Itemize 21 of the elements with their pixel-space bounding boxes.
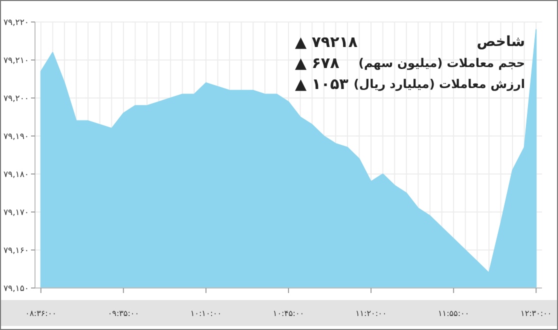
- x-tick-label: ۱۰:۱۰:۰۰: [190, 309, 222, 318]
- annotation: ▲ ۶۷۸: [295, 54, 340, 72]
- y-tick-label: ۷۹,۱۶۰: [3, 246, 29, 256]
- annotation: شاخص: [476, 34, 525, 50]
- y-tick-label: ۷۹,۱۷۰: [3, 208, 29, 218]
- annotation: حجم معاملات (میلیون سهم): [358, 56, 525, 70]
- annotation: ▲ ۷۹۲۱۸: [295, 33, 358, 51]
- y-tick-label: ۷۹,۱۹۰: [3, 132, 29, 142]
- y-tick-label: ۷۹,۲۲۰: [3, 18, 29, 28]
- x-tick-label: ۱۱:۲۰:۰۰: [355, 309, 387, 318]
- y-tick-label: ۷۹,۲۱۰: [3, 56, 29, 66]
- y-tick-label: ۷۹,۱۵۰: [3, 284, 29, 294]
- x-tick-label: ۰۸:۳۶:۰۰: [25, 309, 56, 318]
- y-tick-label: ۷۹,۲۰۰: [3, 94, 29, 104]
- annotation: ارزش معاملات (میلیارد ریال): [354, 77, 525, 91]
- annotation: ▲ ۱۰۵۳: [295, 75, 348, 93]
- x-tick-label: ۱۱:۵۵:۰۰: [438, 309, 470, 318]
- x-tick-label: ۰۹:۳۵:۰۰: [108, 309, 140, 318]
- x-tick-label: ۱۰:۴۵:۰۰: [272, 309, 304, 318]
- x-tick-label: ۱۲:۳۰:۰۰: [520, 309, 552, 318]
- y-tick-label: ۷۹,۱۸۰: [3, 170, 29, 180]
